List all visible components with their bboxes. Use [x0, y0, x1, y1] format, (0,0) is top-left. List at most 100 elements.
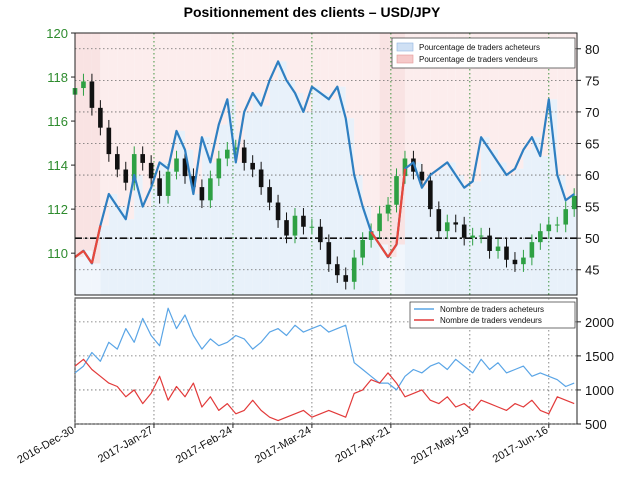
candle-body [250, 162, 255, 170]
sellers-band [261, 33, 270, 106]
price-candle [394, 168, 399, 213]
sellers-band [388, 33, 397, 258]
upper-right-axis: 45 50 55 60 65 70 75 80 [577, 42, 599, 278]
price-candle [453, 214, 459, 233]
upper-left-axis: 110 112 114 116 118 120 [46, 26, 75, 261]
buyers-band [396, 244, 405, 295]
sellers-band [421, 33, 431, 188]
price-candles [72, 73, 577, 290]
candle-body [157, 178, 162, 196]
price-candle [301, 208, 306, 235]
price-candle [140, 146, 145, 171]
candle-body [148, 162, 154, 179]
left-tick-label: 110 [47, 246, 68, 261]
candle-body [402, 158, 408, 177]
candle-body [241, 147, 247, 163]
price-candle [199, 179, 205, 209]
sellers-band [565, 33, 575, 201]
price-candle [326, 234, 332, 272]
price-candle [182, 150, 188, 184]
buyers-band [168, 168, 177, 295]
candle-body [461, 224, 467, 238]
right-tick-label: 70 [585, 105, 599, 120]
sellers-band [159, 33, 169, 163]
buyers-band [498, 162, 507, 295]
x-tick-label: 2016-Dec-30 [15, 424, 76, 466]
price-candle [487, 227, 492, 259]
candle-body [377, 213, 382, 232]
sellers-band [134, 33, 143, 176]
sellers-band [75, 33, 84, 258]
sellers-band [430, 33, 439, 176]
candle-body [554, 224, 560, 226]
count-sellers-line [74, 358, 575, 422]
sellers-band [176, 33, 185, 131]
price-candle [131, 146, 137, 191]
candle-body [284, 220, 289, 236]
candle-body [224, 149, 230, 159]
buyers-band [514, 168, 524, 295]
candle-body [140, 154, 145, 163]
price-candle [419, 164, 425, 189]
sellers-band [83, 33, 92, 251]
buyers-band [75, 257, 84, 295]
buyers-band [388, 257, 397, 295]
buyers-band [506, 175, 515, 295]
sellers-band [252, 33, 262, 93]
buyers-band [100, 225, 109, 295]
x-tick-label: 2017-Apr-21 [333, 424, 392, 465]
buyers-band [261, 105, 270, 295]
price-candle [309, 219, 315, 235]
buyers-band [574, 193, 577, 295]
buyers-band [565, 200, 575, 295]
pct-sellers-segment [90, 225, 102, 264]
right-tick-label: 60 [585, 168, 599, 183]
lower-legend-box [409, 301, 576, 329]
price-candle [428, 172, 433, 217]
buyers-band [286, 80, 295, 295]
count-sellers-polyline [74, 358, 575, 422]
buyers-band [328, 99, 338, 295]
candle-body [368, 231, 374, 240]
sellers-band [464, 33, 473, 188]
x-tick-label: 2017-Mar-24 [253, 424, 314, 466]
buyers-band [159, 162, 169, 295]
count-buyers-line [74, 307, 575, 391]
price-candle [148, 155, 154, 187]
lower-right-tick-label: 1000 [585, 383, 614, 398]
sellers-band [337, 33, 346, 87]
left-tick-label: 112 [47, 202, 68, 217]
buyers-band [413, 162, 422, 295]
buyers-band [481, 137, 490, 295]
sellers-band [294, 33, 304, 93]
sellers-band [506, 33, 515, 176]
candle-body [81, 81, 86, 89]
candle-body [182, 158, 188, 177]
pct-sellers-segment [387, 243, 398, 258]
sellers-band [227, 33, 236, 100]
buyers-band [540, 156, 549, 295]
price-candle [495, 238, 501, 259]
x-tick-label: 2017-Jun-16 [491, 424, 551, 465]
candle-body [275, 202, 281, 221]
candle-body [512, 259, 518, 265]
candle-body [504, 246, 509, 260]
candle-body [478, 235, 484, 237]
sellers-band [413, 33, 422, 163]
candle-body [89, 81, 95, 108]
price-candle [258, 161, 264, 195]
upper-panel: 110 112 114 116 118 120 45 50 55 60 65 70 75 80 Pour… [46, 26, 599, 296]
candle-body [394, 176, 399, 205]
sellers-band [201, 33, 211, 138]
upper-percentage-bands [75, 33, 577, 295]
buyers-band [269, 80, 279, 295]
sellers-band [404, 33, 414, 169]
buyers-band [531, 137, 541, 295]
price-candle [385, 197, 391, 222]
upper-plot-border [74, 32, 578, 296]
candle-body [318, 226, 323, 243]
sellers-band [142, 33, 152, 207]
buyers-band [184, 149, 194, 295]
candle-body [216, 158, 222, 179]
